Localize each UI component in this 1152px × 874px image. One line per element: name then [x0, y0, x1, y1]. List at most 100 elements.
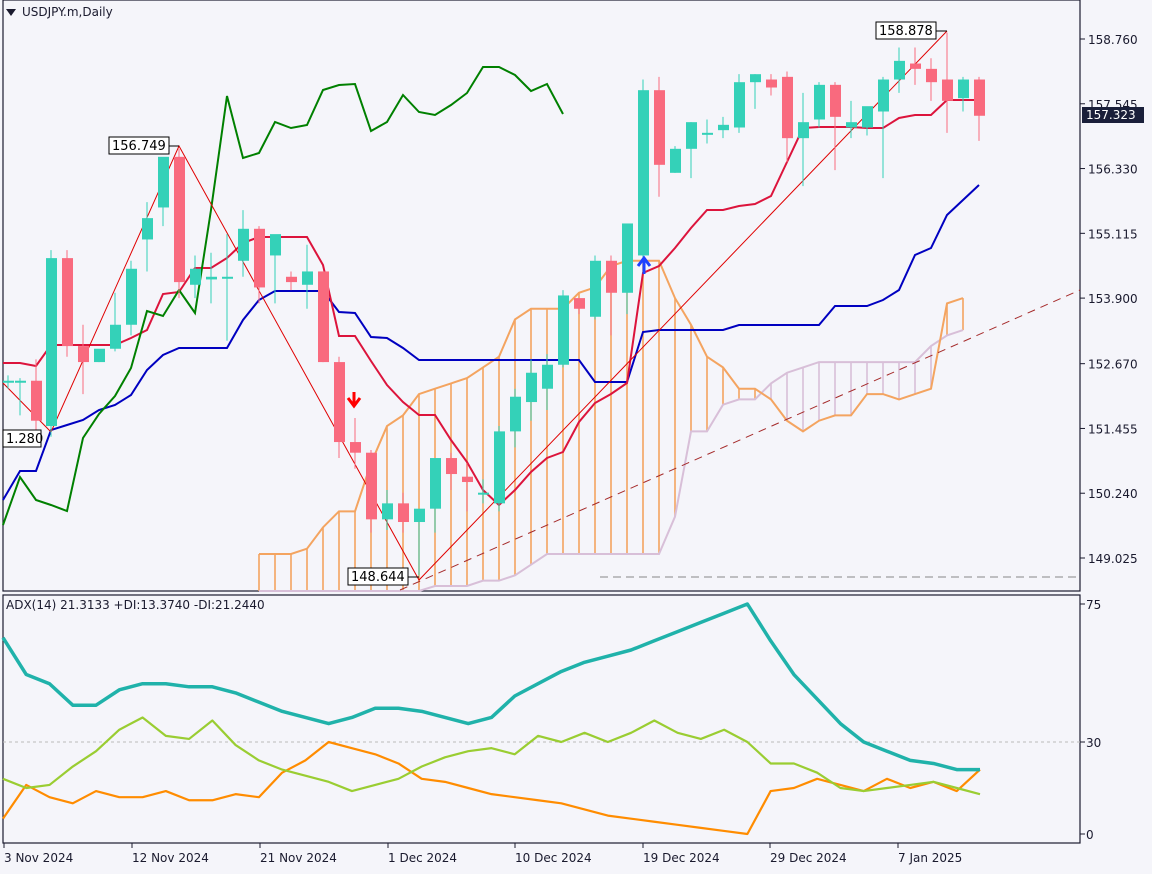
- price-axis-label: 158.760: [1088, 33, 1138, 47]
- candle[interactable]: [94, 348, 105, 363]
- candle-body: [622, 223, 633, 293]
- candle[interactable]: [126, 260, 137, 336]
- candle[interactable]: [270, 234, 281, 304]
- candle-body: [398, 503, 409, 523]
- candle-body: [350, 442, 361, 453]
- candle[interactable]: [110, 292, 121, 352]
- candle[interactable]: [702, 119, 713, 144]
- candle[interactable]: [286, 271, 297, 291]
- candle-body: [174, 156, 185, 283]
- candle[interactable]: [430, 458, 441, 533]
- candle[interactable]: [31, 359, 42, 432]
- candle[interactable]: [46, 250, 57, 437]
- candle[interactable]: [750, 74, 761, 109]
- candle[interactable]: [158, 156, 169, 227]
- candle[interactable]: [190, 255, 201, 299]
- candle[interactable]: [398, 492, 409, 533]
- candle[interactable]: [958, 76, 969, 112]
- candle[interactable]: [222, 234, 233, 341]
- candle[interactable]: [206, 252, 217, 304]
- candle[interactable]: [606, 255, 617, 336]
- candle[interactable]: [478, 479, 489, 504]
- candle[interactable]: [3, 375, 14, 389]
- candle-body: [414, 508, 425, 523]
- candle-body: [15, 380, 26, 383]
- candle[interactable]: [894, 47, 905, 93]
- candle-body: [254, 228, 265, 288]
- candle[interactable]: [798, 92, 809, 187]
- candle[interactable]: [526, 359, 537, 421]
- candle[interactable]: [974, 76, 985, 141]
- candle-body: [366, 452, 377, 520]
- candle[interactable]: [910, 47, 921, 85]
- candle-body: [78, 346, 89, 363]
- candle[interactable]: [366, 450, 377, 533]
- candle-body: [62, 258, 73, 347]
- candle[interactable]: [574, 298, 585, 315]
- candle[interactable]: [622, 223, 633, 315]
- zigzag-line: [2, 30, 948, 581]
- candle[interactable]: [238, 210, 249, 277]
- candle[interactable]: [926, 58, 937, 101]
- candle[interactable]: [15, 378, 26, 416]
- candle[interactable]: [670, 146, 681, 173]
- candle[interactable]: [510, 388, 521, 448]
- current-price-tag: 157.323: [1082, 107, 1144, 123]
- candle[interactable]: [766, 74, 777, 96]
- candle[interactable]: [590, 255, 601, 320]
- adx-axis-label: 75: [1086, 598, 1101, 612]
- candle[interactable]: [334, 356, 345, 459]
- candle-body: [494, 431, 505, 504]
- candle[interactable]: [62, 250, 73, 357]
- candles: [3, 32, 985, 576]
- candle[interactable]: [814, 82, 825, 128]
- candle[interactable]: [942, 32, 953, 133]
- candle-body: [3, 380, 14, 383]
- candle[interactable]: [302, 244, 313, 309]
- candle-body: [846, 122, 857, 128]
- label-text: 148.644: [351, 570, 405, 585]
- candle[interactable]: [878, 76, 889, 179]
- candle[interactable]: [350, 418, 361, 469]
- candle[interactable]: [654, 76, 665, 197]
- candle[interactable]: [174, 148, 185, 299]
- candle[interactable]: [734, 74, 745, 133]
- candle[interactable]: [382, 490, 393, 531]
- adx-axis-label: 30: [1086, 736, 1101, 750]
- candle[interactable]: [718, 116, 729, 139]
- label-box: [2, 429, 42, 448]
- candle-body: [830, 84, 841, 117]
- candle[interactable]: [638, 79, 649, 261]
- adx-axis-label: 0: [1086, 828, 1094, 842]
- candle-body: [190, 268, 201, 285]
- candle-body: [766, 79, 777, 88]
- candle[interactable]: [494, 426, 505, 512]
- candle-body: [718, 124, 729, 131]
- candle[interactable]: [414, 508, 425, 576]
- candle-body: [526, 372, 537, 403]
- candle[interactable]: [446, 452, 457, 491]
- candle-body: [206, 276, 217, 280]
- candle[interactable]: [462, 463, 473, 512]
- candle[interactable]: [558, 290, 569, 368]
- triangle-down-icon[interactable]: [6, 8, 16, 16]
- symbol-timeframe-label: USDJPY.m,Daily: [22, 5, 113, 19]
- price-axis-label: 149.025: [1088, 552, 1138, 566]
- main-panel-frame: [2, 0, 1081, 592]
- candle-body: [558, 295, 569, 365]
- candle-body: [462, 476, 473, 483]
- candle[interactable]: [142, 202, 153, 272]
- candle[interactable]: [782, 71, 793, 163]
- chart-title[interactable]: USDJPY.m,Daily: [6, 5, 113, 19]
- candle-body: [158, 156, 169, 208]
- candle[interactable]: [254, 226, 265, 304]
- candle[interactable]: [542, 354, 553, 411]
- candle[interactable]: [686, 122, 697, 179]
- candle[interactable]: [830, 82, 841, 171]
- candle[interactable]: [862, 106, 873, 136]
- candle-body: [862, 106, 873, 128]
- candle[interactable]: [78, 324, 89, 395]
- candle[interactable]: [318, 271, 329, 363]
- candle[interactable]: [846, 100, 857, 139]
